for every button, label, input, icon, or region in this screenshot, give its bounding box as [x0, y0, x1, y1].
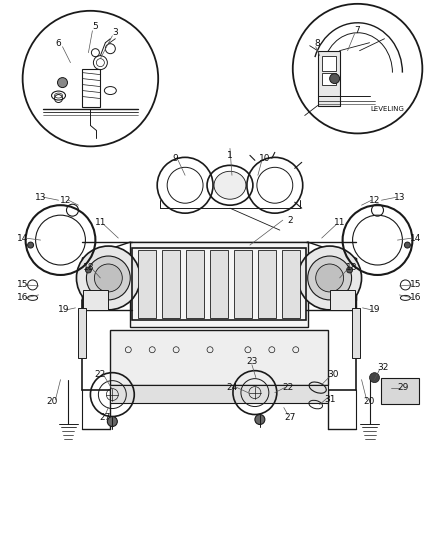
Circle shape: [330, 74, 339, 84]
Text: 32: 32: [377, 363, 388, 372]
Bar: [282, 250, 300, 318]
Text: 11: 11: [334, 217, 346, 227]
Circle shape: [57, 78, 67, 87]
Text: 15: 15: [410, 280, 421, 289]
Bar: [321, 55, 336, 71]
Bar: [138, 250, 156, 318]
Text: 31: 31: [324, 395, 336, 404]
Bar: [318, 51, 339, 106]
Text: 6: 6: [56, 39, 61, 48]
Bar: [110, 330, 328, 385]
Bar: [258, 250, 276, 318]
Ellipse shape: [214, 171, 246, 199]
Circle shape: [255, 415, 265, 424]
Circle shape: [370, 373, 379, 383]
Text: 19: 19: [369, 305, 380, 314]
Bar: [130, 242, 308, 327]
Circle shape: [316, 264, 343, 292]
Circle shape: [298, 246, 361, 310]
Text: 10: 10: [259, 154, 271, 163]
Text: 1: 1: [227, 151, 233, 160]
Text: 12: 12: [60, 196, 71, 205]
Circle shape: [107, 416, 117, 426]
Text: 20: 20: [47, 397, 58, 406]
Circle shape: [95, 264, 122, 292]
Circle shape: [28, 242, 34, 248]
Bar: [234, 250, 252, 318]
Text: 23: 23: [246, 357, 258, 366]
Text: 27: 27: [100, 413, 111, 422]
Text: 13: 13: [394, 193, 405, 201]
Text: 5: 5: [92, 22, 98, 31]
Bar: [132, 248, 306, 320]
Text: 14: 14: [17, 233, 28, 243]
Text: 30: 30: [327, 370, 339, 379]
Bar: [83, 290, 108, 310]
Circle shape: [308, 256, 352, 300]
Bar: [330, 290, 355, 310]
Bar: [186, 250, 204, 318]
Text: 3: 3: [113, 28, 118, 37]
Text: 14: 14: [410, 233, 421, 243]
Text: 18: 18: [346, 263, 357, 272]
Text: 22: 22: [282, 383, 293, 392]
Text: 15: 15: [17, 280, 28, 289]
Circle shape: [85, 267, 92, 273]
Text: LEVELING: LEVELING: [371, 106, 404, 111]
Text: 16: 16: [410, 293, 421, 302]
Text: 27: 27: [284, 413, 296, 422]
Text: 22: 22: [95, 370, 106, 379]
Text: 29: 29: [398, 383, 409, 392]
Bar: [321, 72, 336, 85]
Text: 24: 24: [226, 383, 237, 392]
Bar: [78, 308, 86, 358]
Text: 12: 12: [369, 196, 380, 205]
Bar: [110, 385, 328, 402]
Text: 2: 2: [287, 216, 293, 224]
Text: 8: 8: [315, 39, 321, 48]
Text: 13: 13: [35, 193, 46, 201]
Bar: [381, 378, 419, 403]
Circle shape: [86, 256, 130, 300]
Text: 7: 7: [355, 26, 360, 35]
Text: 16: 16: [17, 293, 28, 302]
Circle shape: [77, 246, 140, 310]
Text: 18: 18: [83, 263, 94, 272]
Text: 19: 19: [58, 305, 69, 314]
Bar: [162, 250, 180, 318]
Text: 9: 9: [172, 154, 178, 163]
Text: 11: 11: [95, 217, 106, 227]
Bar: [352, 308, 360, 358]
Bar: [210, 250, 228, 318]
Bar: [82, 69, 100, 107]
Circle shape: [346, 267, 353, 273]
Circle shape: [404, 242, 410, 248]
Text: 20: 20: [364, 397, 375, 406]
